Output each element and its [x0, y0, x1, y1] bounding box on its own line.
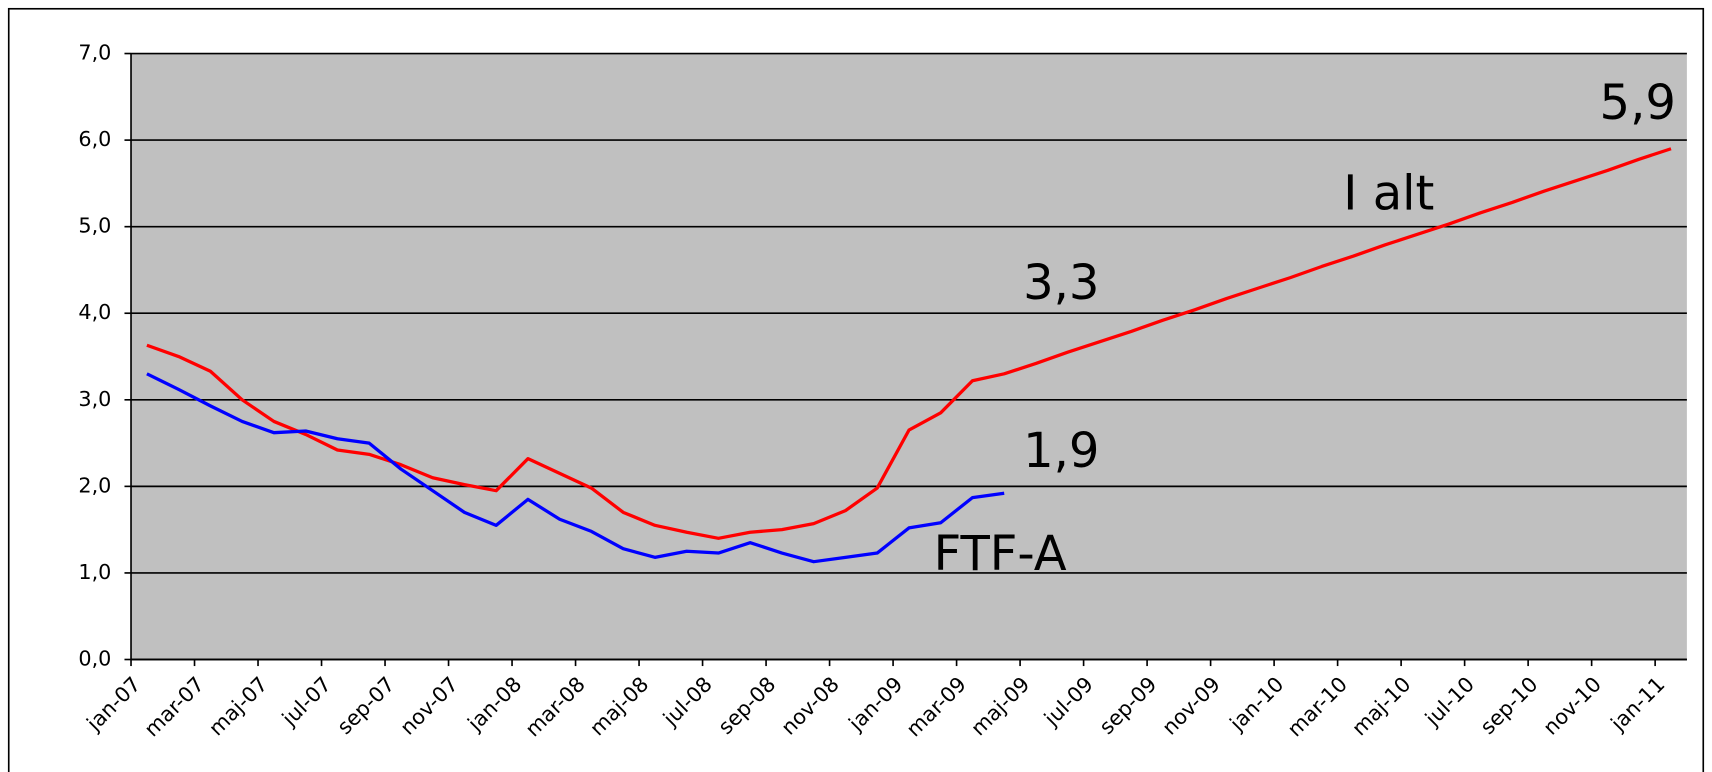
y-tick-label: 3,0: [78, 387, 111, 411]
plot-area: [131, 53, 1687, 660]
y-tick-label: 4,0: [78, 300, 111, 324]
y-tick-label: 7,0: [78, 41, 111, 65]
annotation: 5,9: [1600, 75, 1676, 131]
y-tick-label: 2,0: [78, 473, 111, 497]
y-tick-label: 0,0: [78, 647, 111, 671]
annotation: FTF-A: [934, 526, 1067, 582]
y-tick-label: 1,0: [78, 560, 111, 584]
annotation: I alt: [1343, 166, 1434, 222]
y-tick-label: 5,0: [78, 214, 111, 238]
series-line: [146, 372, 1005, 564]
y-tick-label: 6,0: [78, 127, 111, 151]
series-line: [146, 147, 1672, 540]
annotation: 1,9: [1023, 423, 1099, 479]
annotation: 3,3: [1023, 255, 1099, 311]
